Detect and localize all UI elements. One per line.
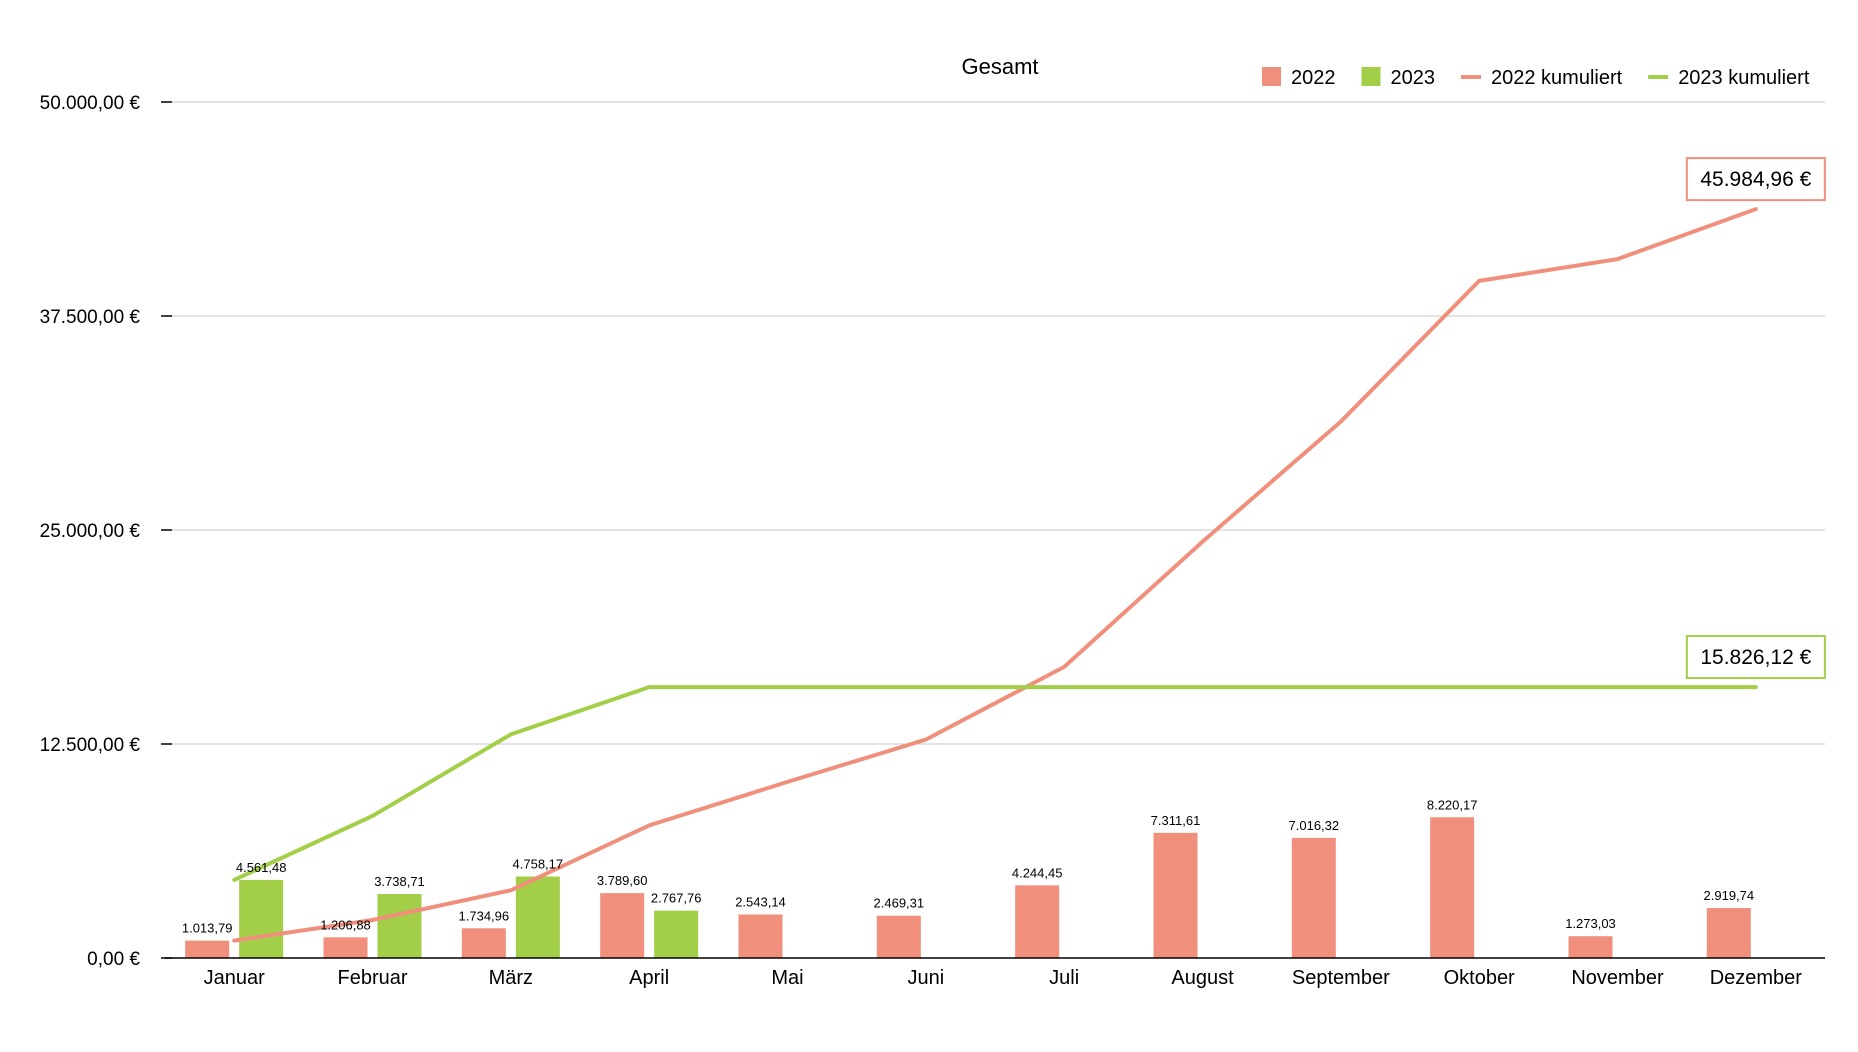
legend-swatch [1361,67,1381,86]
bar-2022-8 [1291,837,1336,958]
bar-2023-3 [654,910,699,958]
bar-value-label: 3.789,60 [597,873,648,888]
bars [185,817,1751,958]
bar-value-label: 2.767,76 [651,891,702,906]
bar-2022-0 [185,940,230,958]
gridlines [165,101,1825,745]
line-2022-kumuliert [232,207,1758,943]
bar-value-label: 8.220,17 [1427,797,1478,812]
end-labels: 45.984,96 € 15.826,12 € [1685,157,1826,680]
bar-2022-6 [1015,885,1060,958]
x-tick-label: Mai [771,967,803,989]
x-axis: Januar Februar März April Mai Juni Juli August S… [165,957,1825,989]
bar-2022-5 [876,915,921,958]
cumulative-lines [232,207,1758,943]
y-axis: 0,00 € 12.500,00 € 25.000,00 € 37.500,00 € 5… [40,93,172,970]
bar-value-label: 7.311,61 [1151,813,1201,828]
end-label: 45.984,96 € [1700,168,1811,191]
bar-2022-1 [323,937,368,958]
y-tick-label: 37.500,00 € [40,307,141,328]
bar-value-label: 7.016,32 [1289,818,1340,833]
x-tick-label: April [629,967,669,989]
bar-2022-2 [461,928,506,958]
bar-value-label: 1.013,79 [182,921,233,936]
x-tick-label: August [1171,967,1234,989]
x-tick-label: Juli [1049,967,1079,989]
x-tick-label: Oktober [1444,967,1515,989]
legend-label: 2023 [1391,67,1436,89]
bar-value-label: 1.273,03 [1565,916,1616,931]
x-tick-label: Januar [204,967,265,989]
bar-value-label: 2.543,14 [735,894,786,909]
y-tick-label: 0,00 € [87,949,140,970]
legend-label: 2022 [1291,67,1336,89]
bar-value-label: 4.758,17 [513,857,564,872]
end-label-box [1685,635,1826,680]
bar-2023-0 [239,879,284,958]
bar-value-label: 1.734,96 [459,908,510,923]
x-tick-label: Dezember [1710,967,1803,989]
bar-2022-10 [1568,936,1613,958]
end-label-box [1685,157,1826,202]
x-tick-label: September [1292,967,1390,989]
bar-2022-7 [1153,832,1198,958]
bar-value-label: 3.738,71 [374,874,425,889]
y-tick-label: 25.000,00 € [40,521,141,542]
x-tick-label: März [489,967,533,989]
x-tick-label: Februar [337,967,407,989]
bar-value-label: 2.469,31 [874,896,925,911]
bar-2022-4 [738,914,783,958]
end-label: 15.826,12 € [1700,646,1811,669]
bar-2023-1 [377,893,422,958]
legend-label: 2022 kumuliert [1491,67,1623,89]
legend-label: 2023 kumuliert [1678,67,1810,89]
legend-swatch [1262,67,1281,86]
y-tick-label: 12.500,00 € [40,735,141,756]
bar-2022-11 [1706,908,1751,958]
bar-value-label: 2.919,74 [1704,888,1755,903]
line-2023-kumuliert [232,685,1758,882]
bar-2023-2 [515,876,560,958]
bar-value-label: 4.244,45 [1012,865,1063,880]
legend: 2022 2023 2022 kumuliert 2023 kumuliert [1262,67,1810,89]
bar-value-label: 4.561,48 [236,860,287,875]
bar-2022-3 [600,893,645,958]
chart-title: Gesamt [961,54,1038,79]
bar-value-label: 1.206,88 [320,917,371,932]
x-tick-label: Juni [907,967,944,989]
y-tick-label: 50.000,00 € [40,93,141,114]
bar-value-labels: 1.013,79 1.206,88 1.734,96 3.789,60 2.543,14… [182,797,1754,935]
x-tick-label: November [1571,967,1664,989]
bar-2022-9 [1430,817,1475,958]
